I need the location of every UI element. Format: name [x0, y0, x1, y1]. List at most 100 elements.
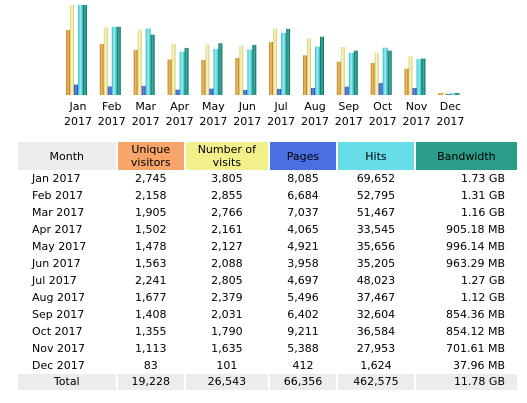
cell-visits: 2,161 — [211, 223, 243, 236]
cell-visits: 101 — [216, 359, 238, 372]
year-tick-label: 2017 — [166, 115, 194, 128]
bandwidth-bar — [286, 28, 291, 95]
bandwidth-bar — [421, 58, 426, 95]
cell-hits: 32,604 — [356, 308, 396, 321]
month-tick-label: Dec — [440, 100, 461, 113]
cell-visits: 2,127 — [211, 240, 243, 253]
hits-bar — [416, 58, 422, 95]
cell-pages: 7,037 — [287, 206, 319, 219]
cell-hits: 35,656 — [356, 240, 396, 253]
visits-bar — [408, 56, 413, 95]
year-tick-label: 2017 — [301, 115, 329, 128]
visitors-bar — [235, 58, 240, 95]
cell-visits: 26,543 — [185, 374, 268, 390]
pages-bar — [74, 84, 78, 95]
visitors-bar — [438, 93, 443, 95]
cell-pages: 6,684 — [287, 189, 319, 202]
bandwidth-bar — [116, 26, 121, 95]
cell-visitors: 1,563 — [134, 257, 167, 270]
cell-hits: 462,575 — [338, 374, 414, 390]
visitors-bar — [167, 59, 172, 95]
year-tick-label: 2017 — [436, 115, 464, 128]
table-row: Jan 2017 2,745 3,805 8,085 69,652 1.73 GB — [18, 170, 517, 187]
cell-visitors: 2,745 — [134, 172, 167, 185]
cell-bandwidth: 854.36 MB — [445, 308, 505, 321]
table-row: Feb 2017 2,158 2,855 6,684 52,795 1.31 GB — [18, 187, 517, 204]
table-row: Sep 2017 1,408 2,031 6,402 32,604 854.36 MB — [18, 306, 517, 323]
visitors-bar — [269, 42, 274, 95]
month-tick-label: Aug — [304, 100, 325, 113]
year-tick-label: 2017 — [132, 115, 160, 128]
bandwidth-bar — [252, 44, 257, 95]
month-tick-label: Jun — [238, 100, 256, 113]
cell-visitors: 1,478 — [134, 240, 167, 253]
visitors-bar — [66, 30, 70, 96]
table-row: Dec 2017 83 101 412 1,624 37.96 MB — [18, 357, 517, 374]
cell-pages: 3,958 — [287, 257, 319, 270]
header-month: Month — [18, 142, 116, 170]
pages-bar — [277, 88, 282, 95]
cell-visitors: 1,677 — [134, 291, 167, 304]
cell-bandwidth: 1.27 GB — [460, 274, 505, 287]
hits-bar — [281, 32, 287, 95]
cell-visitors: 19,228 — [117, 374, 184, 390]
year-tick-label: 2017 — [199, 115, 227, 128]
year-tick-label: 2017 — [403, 115, 431, 128]
cell-visitors: 1,502 — [134, 223, 167, 236]
cell-bandwidth: 1.12 GB — [460, 291, 505, 304]
cell-bandwidth: 996.14 MB — [445, 240, 505, 253]
cell-pages: 9,211 — [287, 325, 319, 338]
cell-pages: 412 — [292, 359, 314, 372]
month-tick-label: Oct — [373, 100, 393, 113]
cell-hits: 37,467 — [356, 291, 396, 304]
month-tick-label: Nov — [406, 100, 428, 113]
cell-visits: 1,635 — [211, 342, 243, 355]
cell-visits: 2,031 — [211, 308, 243, 321]
cell-pages: 4,921 — [287, 240, 319, 253]
month-tick-label: Apr — [170, 100, 190, 113]
pages-bar — [344, 86, 349, 95]
month-tick-label: Feb — [102, 100, 121, 113]
visitors-bar — [370, 63, 375, 95]
cell-visitors: 83 — [143, 359, 158, 372]
visits-bar — [137, 29, 142, 96]
visitors-bar — [404, 68, 409, 95]
header-pages: Pages — [269, 142, 337, 170]
hits-bar — [111, 26, 117, 95]
table-row: Jun 2017 1,563 2,088 3,958 35,205 963.29 MB — [18, 255, 517, 272]
cell-month: Feb 2017 — [32, 189, 83, 202]
header-hits: Hits — [338, 142, 414, 170]
cell-visits: 2,379 — [211, 291, 243, 304]
visitors-bar — [336, 61, 341, 95]
visits-bar — [442, 92, 447, 95]
cell-visitors: 1,905 — [134, 206, 167, 219]
hits-bar — [348, 52, 354, 95]
cell-pages: 8,085 — [287, 172, 319, 185]
visits-bar — [103, 27, 108, 95]
table-total-row: Total 19,228 26,543 66,356 462,575 11.78 GB — [18, 374, 517, 390]
pages-bar — [243, 89, 248, 95]
table-row: Mar 2017 1,905 2,766 7,037 51,467 1.16 GB — [18, 204, 517, 221]
header-bandwidth: Bandwidth — [415, 142, 517, 170]
header-unique-visitors: Unique visitors — [117, 142, 184, 170]
year-tick-label: 2017 — [267, 115, 295, 128]
cell-hits: 36,584 — [356, 325, 396, 338]
cell-bandwidth: 11.78 GB — [415, 374, 517, 390]
cell-month: Total — [18, 374, 116, 390]
cell-bandwidth: 1.31 GB — [460, 189, 505, 202]
cell-month: Apr 2017 — [32, 223, 83, 236]
cell-visits: 3,805 — [211, 172, 243, 185]
bandwidth-bar — [218, 43, 223, 95]
cell-visitors: 1,113 — [134, 342, 167, 355]
visits-bar — [239, 45, 244, 95]
hits-bar — [450, 92, 456, 95]
month-tick-label: Jan — [69, 100, 87, 113]
pages-bar — [209, 88, 214, 95]
visitors-bar — [201, 60, 206, 95]
cell-pages: 4,065 — [287, 223, 319, 236]
hits-bar — [247, 49, 253, 95]
hits-bar — [213, 48, 219, 95]
cell-visitors: 1,408 — [134, 308, 167, 321]
visitors-bar — [303, 55, 307, 95]
table-row: Nov 2017 1,113 1,635 5,388 27,953 701.61 MB — [18, 340, 517, 357]
